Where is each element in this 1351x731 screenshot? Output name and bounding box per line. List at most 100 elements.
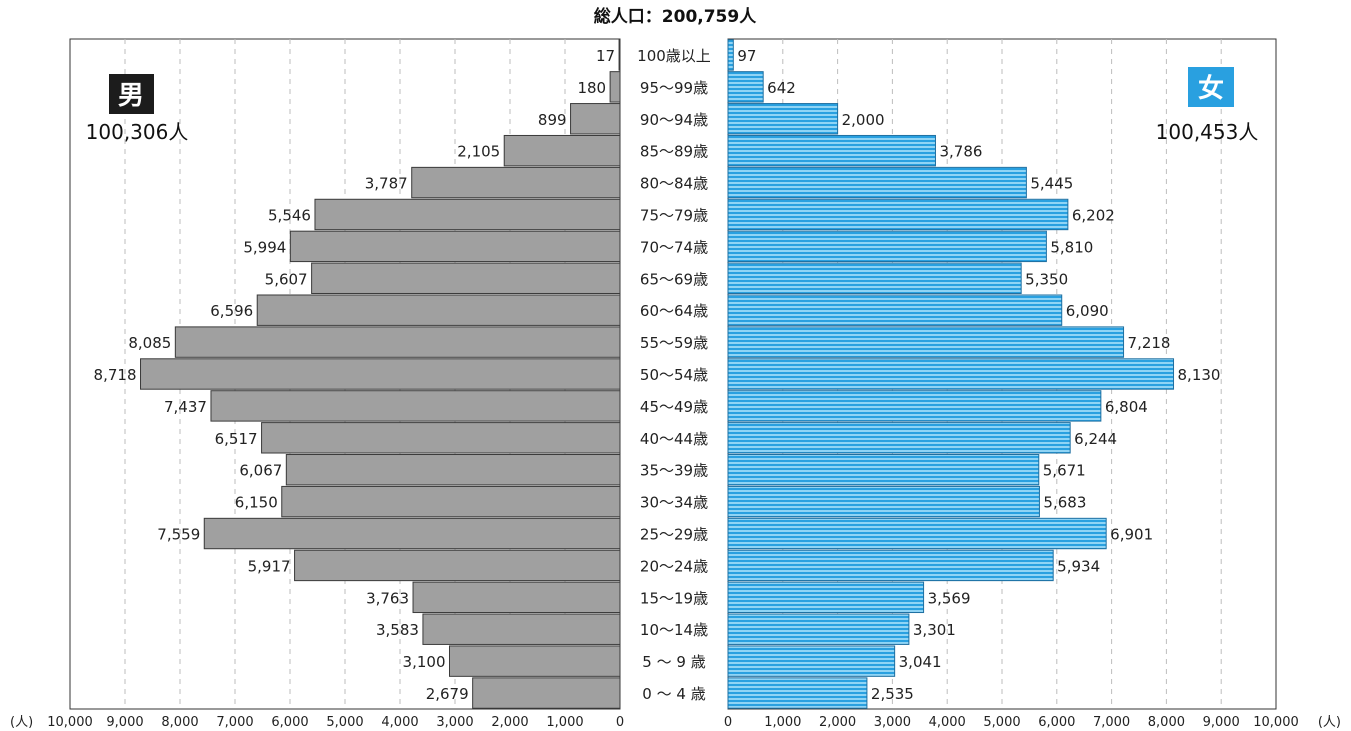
- male-value-label: 3,100: [403, 653, 446, 671]
- male-bar: [449, 645, 621, 677]
- male-bar: [314, 198, 621, 231]
- male-value-label: 5,994: [243, 238, 286, 256]
- male-value-label: 2,679: [426, 685, 469, 703]
- female-bar: [727, 103, 839, 135]
- age-group-label: 40〜44歳: [640, 430, 708, 448]
- female-bar: [727, 294, 1063, 326]
- female-bar: [727, 390, 1102, 422]
- female-tick-label: 0: [724, 715, 732, 730]
- age-group-label: 75〜79歳: [640, 206, 708, 224]
- age-group-label: 85〜89歳: [640, 143, 708, 161]
- female-tick-label: 9,000: [1203, 715, 1240, 730]
- male-bar: [203, 517, 621, 550]
- female-tick-label: 4,000: [929, 715, 966, 730]
- male-bar: [570, 103, 621, 135]
- male-bar: [422, 613, 621, 645]
- male-value-label: 3,763: [366, 589, 409, 607]
- female-value-label: 2,535: [871, 685, 914, 703]
- male-bar: [412, 581, 621, 614]
- male-symbol-box: [109, 74, 154, 114]
- female-tick-label: 3,000: [874, 715, 911, 730]
- female-value-label: 5,683: [1043, 494, 1086, 512]
- female-value-label: 3,786: [939, 143, 982, 161]
- male-bar: [294, 549, 621, 582]
- labels: 17 97 100歳以上 180 642 95〜99歳 899 2,000 90〜94歳 2,10…: [94, 47, 1221, 703]
- male-value-label: 3,583: [376, 621, 419, 639]
- male-value-label: 2,105: [457, 143, 500, 161]
- female-bar: [727, 198, 1069, 231]
- age-group-label: 25〜29歳: [640, 526, 708, 544]
- female-value-label: 6,244: [1074, 430, 1117, 448]
- female-value-label: 7,218: [1128, 334, 1171, 352]
- male-tick-label: 8,000: [161, 715, 198, 730]
- female-tick-label: 10,000: [1253, 715, 1299, 730]
- female-value-label: 3,569: [928, 589, 971, 607]
- male-symbol: 男: [118, 81, 144, 111]
- male-bar: [281, 485, 621, 518]
- female-value-label: 6,090: [1066, 302, 1109, 320]
- male-bar: [140, 358, 621, 390]
- age-group-label: 70〜74歳: [640, 238, 708, 256]
- age-group-label: 0 〜 4 歳: [642, 685, 705, 703]
- male-value-label: 6,150: [235, 494, 278, 512]
- female-bar: [727, 454, 1040, 486]
- male-value-label: 5,546: [268, 206, 311, 224]
- age-group-label: 30〜34歳: [640, 494, 708, 512]
- female-value-label: 3,041: [899, 653, 942, 671]
- male-bar: [285, 454, 621, 486]
- male-bar: [503, 134, 621, 167]
- male-value-label: 5,917: [248, 557, 291, 575]
- age-group-label: 100歳以上: [637, 47, 711, 65]
- female-bar: [727, 613, 910, 645]
- female-value-label: 6,901: [1110, 526, 1153, 544]
- female-value-label: 97: [737, 47, 756, 65]
- bars: [140, 39, 1175, 709]
- male-bar: [618, 39, 621, 71]
- female-tick-label: 1,000: [764, 715, 801, 730]
- male-value-label: 8,718: [94, 366, 137, 384]
- female-value-label: 8,130: [1178, 366, 1221, 384]
- female-value-label: 5,671: [1043, 462, 1086, 480]
- male-tick-label: 9,000: [106, 715, 143, 730]
- age-group-label: 50〜54歳: [640, 366, 708, 384]
- male-value-label: 8,085: [128, 334, 171, 352]
- age-group-label: 5 〜 9 歳: [642, 653, 705, 671]
- female-bar: [727, 71, 764, 103]
- male-tick-label: 10,000: [47, 715, 93, 730]
- female-total: 100,453人: [1156, 120, 1259, 144]
- male-value-label: 7,559: [157, 526, 200, 544]
- chart-title: 総人口：200,759人: [594, 6, 757, 27]
- female-value-label: 642: [767, 79, 796, 97]
- age-group-label: 80〜84歳: [640, 175, 708, 193]
- male-value-label: 6,596: [210, 302, 253, 320]
- age-group-label: 90〜94歳: [640, 111, 708, 129]
- male-tick-label: 6,000: [271, 715, 308, 730]
- male-value-label: 180: [577, 79, 606, 97]
- male-bar: [472, 677, 621, 709]
- male-tick-label: 0: [616, 715, 624, 730]
- male-tick-label: 3,000: [436, 715, 473, 730]
- female-bar: [727, 166, 1027, 199]
- female-value-label: 5,934: [1057, 557, 1100, 575]
- female-bar: [727, 134, 936, 167]
- age-group-label: 55〜59歳: [640, 334, 708, 352]
- male-bar: [609, 71, 621, 103]
- male-tick-label: 1,000: [546, 715, 583, 730]
- female-bar: [727, 262, 1022, 294]
- age-group-label: 15〜19歳: [640, 589, 708, 607]
- male-value-label: 6,517: [215, 430, 258, 448]
- female-symbol-box: [1188, 67, 1234, 107]
- male-tick-label: 7,000: [216, 715, 253, 730]
- female-value-label: 5,350: [1025, 270, 1068, 288]
- male-bar: [174, 326, 621, 358]
- age-group-label: 10〜14歳: [640, 621, 708, 639]
- female-bar: [727, 645, 896, 677]
- male-bar: [311, 262, 621, 294]
- male-bar: [210, 390, 621, 422]
- female-bar: [727, 485, 1040, 518]
- female-value-label: 2,000: [842, 111, 885, 129]
- age-group-label: 35〜39歳: [640, 462, 708, 480]
- age-group-label: 60〜64歳: [640, 302, 708, 320]
- female-value-label: 5,445: [1030, 175, 1073, 193]
